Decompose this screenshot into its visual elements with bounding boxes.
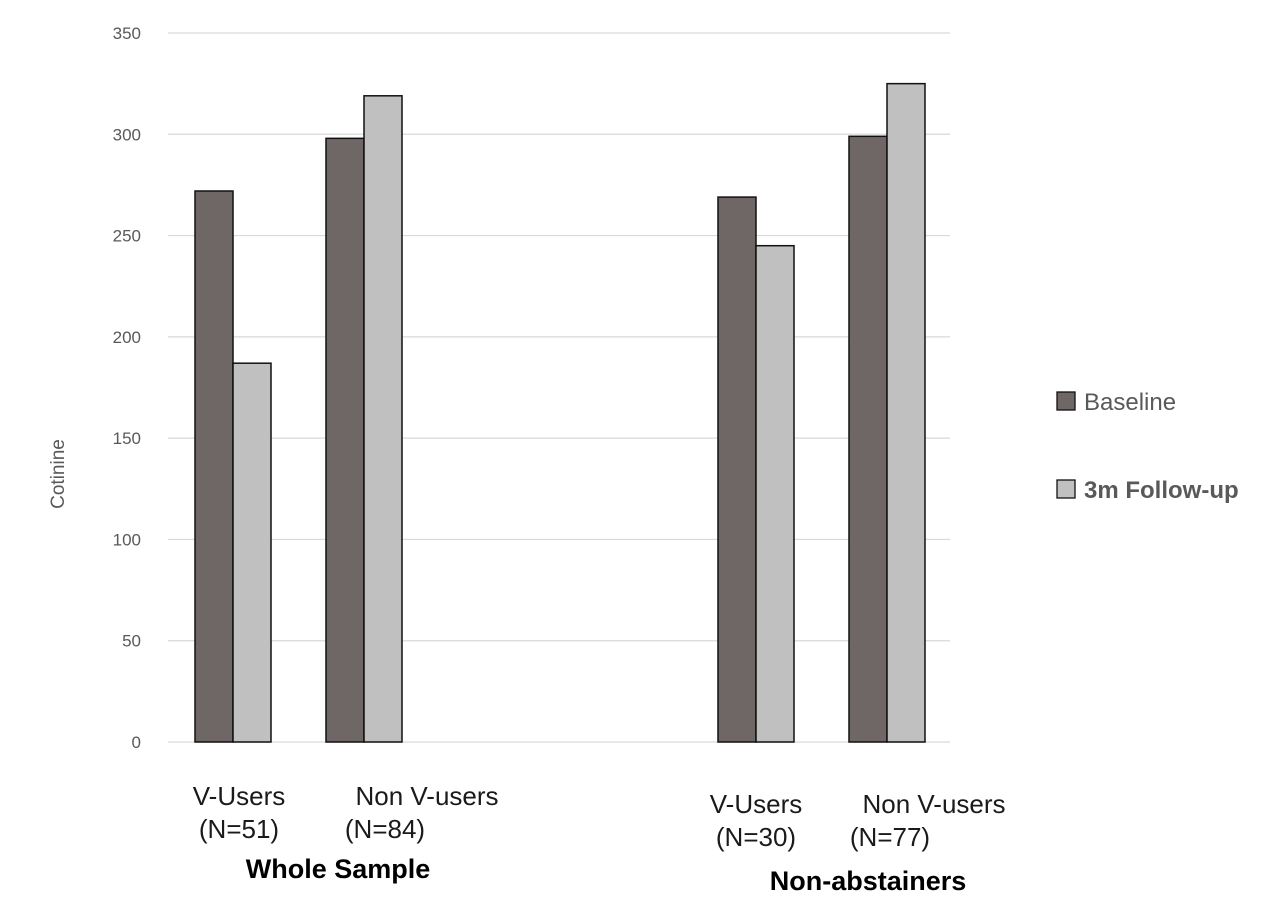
group-label: Non-abstainers	[770, 866, 967, 896]
y-tick-label: 50	[122, 632, 141, 651]
y-tick-label: 150	[113, 429, 141, 448]
bar-baseline	[194, 190, 234, 743]
gridlines	[168, 32, 950, 743]
category-labels: V-Users(N=51)Non V-users(N=84)V-Users(N=…	[193, 781, 1006, 852]
bar-baseline	[325, 137, 365, 743]
legend-swatch	[1056, 479, 1076, 499]
category-label-name: Non V-users	[355, 781, 498, 811]
y-tick-label: 200	[113, 328, 141, 347]
category-label-n: (N=30)	[716, 822, 796, 852]
y-axis-label: Cotinine	[48, 439, 69, 509]
category-label-name: V-Users	[193, 781, 285, 811]
bar-follow-up	[886, 82, 926, 743]
y-tick-label: 0	[132, 733, 141, 752]
category-label-name: V-Users	[710, 789, 802, 819]
legend: Baseline 3m Follow-up	[1056, 389, 1239, 504]
category-label-n: (N=51)	[199, 814, 279, 844]
category-label-n: (N=77)	[850, 822, 930, 852]
y-tick-label: 300	[113, 125, 141, 144]
category-label-name: Non V-users	[862, 789, 1005, 819]
bar-follow-up	[363, 95, 403, 743]
y-tick-label: 350	[113, 24, 141, 43]
y-tick-label: 250	[113, 227, 141, 246]
category-label-n: (N=84)	[345, 814, 425, 844]
legend-label: 3m Follow-up	[1084, 477, 1239, 504]
bar-baseline	[848, 135, 888, 743]
group-label: Whole Sample	[246, 854, 431, 884]
bar-follow-up	[232, 362, 272, 743]
bar-follow-up	[755, 244, 795, 743]
legend-swatch	[1056, 391, 1076, 411]
group-labels: Whole Sample Non-abstainers	[246, 854, 967, 896]
y-tick-label: 100	[113, 530, 141, 549]
legend-label: Baseline	[1084, 389, 1176, 416]
bars	[194, 82, 926, 743]
bar-baseline	[717, 196, 757, 743]
y-axis-tick-labels: 0 50 100 150 200 250 300 350	[113, 24, 141, 752]
